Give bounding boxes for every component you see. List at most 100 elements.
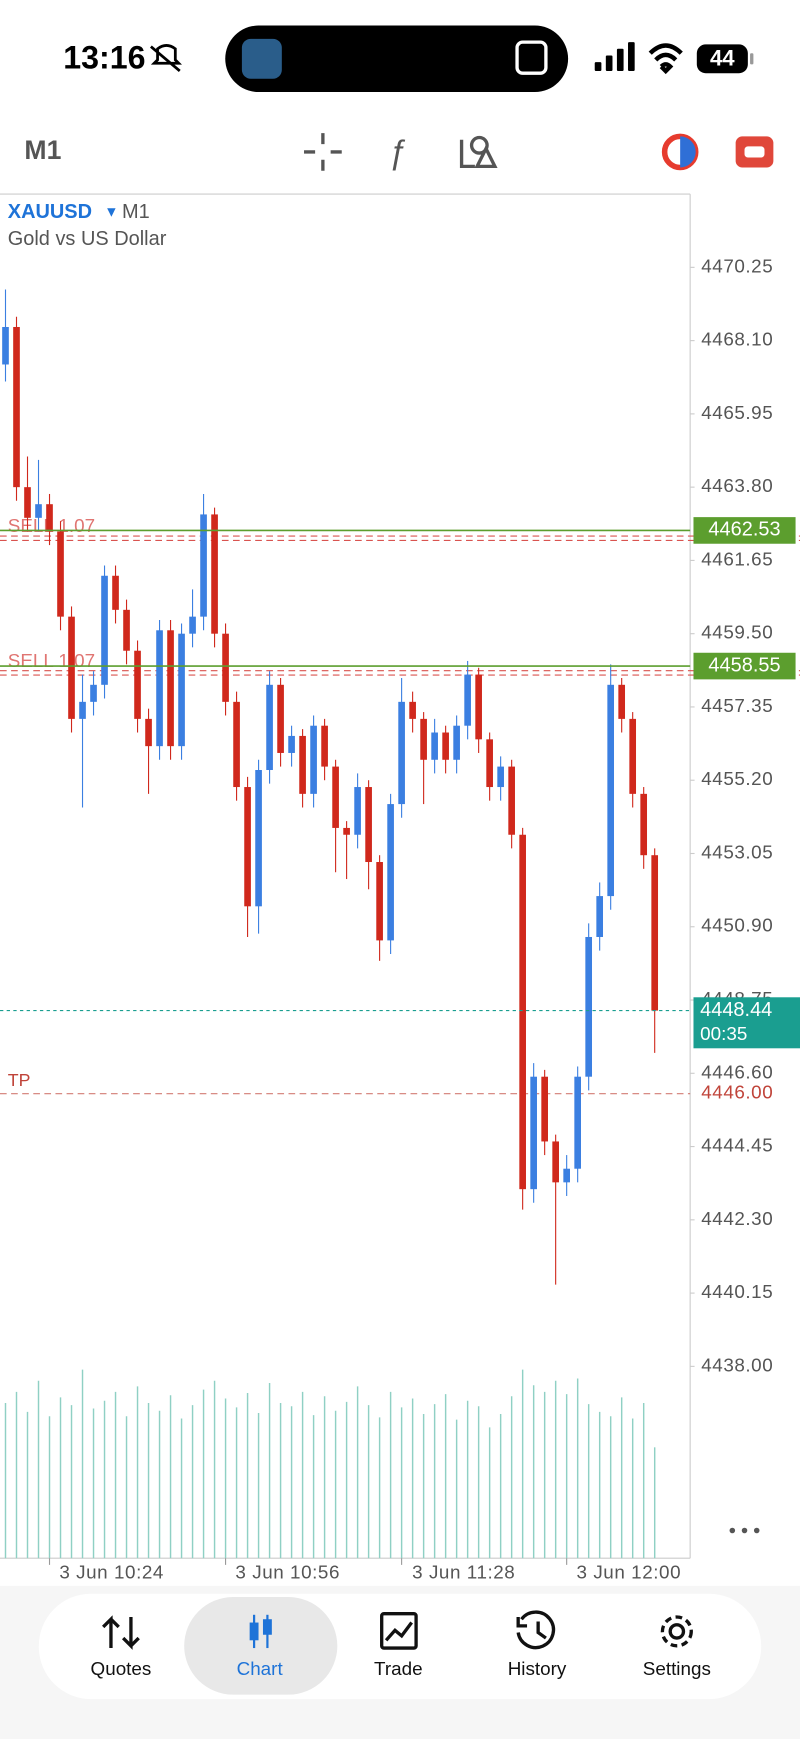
candle-body xyxy=(442,732,449,760)
crosshair-button[interactable] xyxy=(304,133,342,171)
dynamic-island xyxy=(225,25,569,93)
order-label: SELL 1.07 xyxy=(8,650,95,671)
candle-body xyxy=(277,684,284,753)
battery-level: 44 xyxy=(710,46,735,71)
candle-body xyxy=(596,896,604,937)
candle-body xyxy=(222,633,229,702)
candle-body xyxy=(530,1076,537,1190)
indicators-button[interactable]: ƒ xyxy=(388,134,407,172)
candle-body xyxy=(145,718,152,747)
more-button[interactable] xyxy=(729,1527,760,1534)
price-tag-bg xyxy=(693,652,796,680)
island-icon xyxy=(515,40,548,75)
symbol-dropdown[interactable]: ▼ xyxy=(104,205,118,221)
candle-body xyxy=(552,1141,559,1183)
candle-body xyxy=(607,684,615,897)
candle-body xyxy=(189,616,196,634)
chart-icon xyxy=(249,1614,272,1649)
candle-body xyxy=(101,575,108,685)
candle-body xyxy=(112,575,119,610)
y-tick-label: 4463.80 xyxy=(701,475,773,496)
candle-body xyxy=(431,732,438,760)
nav-label[interactable]: Settings xyxy=(643,1658,711,1679)
candle-body xyxy=(321,725,328,767)
candle-body xyxy=(57,531,64,617)
candle-body xyxy=(79,701,86,719)
x-tick-label: 3 Jun 11:28 xyxy=(412,1562,515,1583)
y-tick-label: 4446.60 xyxy=(701,1061,773,1082)
candle-body xyxy=(629,718,637,794)
settings-icon xyxy=(660,1615,693,1648)
one-click-button[interactable] xyxy=(661,133,699,171)
battery-tip xyxy=(750,53,754,65)
tp-label: TP xyxy=(8,1070,31,1090)
nav-label[interactable]: Quotes xyxy=(91,1658,152,1679)
wifi-icon xyxy=(648,43,683,75)
history-icon xyxy=(516,1610,556,1650)
candle-body xyxy=(2,326,9,365)
nav-label[interactable]: Trade xyxy=(374,1658,423,1679)
candle-body xyxy=(618,684,626,719)
y-tick-label: 4442.30 xyxy=(701,1208,773,1229)
candle-body xyxy=(233,701,240,788)
candle-body xyxy=(453,725,460,760)
y-tick-label: 4459.50 xyxy=(701,622,773,643)
candle-body xyxy=(178,633,185,747)
price-tag-bg xyxy=(693,517,796,544)
quotes-icon xyxy=(102,1615,140,1650)
candle-body xyxy=(288,735,295,753)
current-price: 4448.44 xyxy=(700,999,772,1021)
tp-tag: 4446.00 xyxy=(701,1082,773,1103)
candle-body xyxy=(387,804,394,941)
candle-body xyxy=(35,504,42,518)
candle-body xyxy=(574,1076,581,1169)
x-tick-label: 3 Jun 10:24 xyxy=(59,1562,164,1583)
candle-body xyxy=(266,684,273,771)
objects-button[interactable] xyxy=(459,135,498,169)
candle-body xyxy=(508,766,515,835)
symbol[interactable]: XAUUSD xyxy=(8,201,92,223)
chart-timeframe: M1 xyxy=(122,201,150,223)
price-tag: 4462.53 xyxy=(708,519,780,541)
candle-body xyxy=(398,701,405,805)
nav-label[interactable]: History xyxy=(508,1658,567,1679)
candle-body xyxy=(332,766,339,828)
plot: 4470.25 4468.10 4465.95 4463.80 4461.65 4459.… xyxy=(0,255,800,1583)
candle-body xyxy=(156,630,163,747)
y-tick-label: 4455.20 xyxy=(701,768,773,789)
x-tick-label: 3 Jun 12:00 xyxy=(576,1562,681,1583)
candle-body xyxy=(464,674,471,726)
candle-body xyxy=(585,936,593,1077)
nav-label[interactable]: Chart xyxy=(237,1658,284,1679)
y-tick-label: 4453.05 xyxy=(701,841,773,862)
y-tick-label: 4468.10 xyxy=(701,329,773,350)
candle-body xyxy=(420,718,427,760)
y-tick-label: 4440.15 xyxy=(701,1281,773,1302)
candle-body xyxy=(519,834,526,1190)
app-icon xyxy=(241,38,282,79)
candle-body xyxy=(24,487,31,518)
y-tick-label: 4438.00 xyxy=(701,1354,773,1375)
candle-body xyxy=(497,766,504,788)
trade-button[interactable] xyxy=(735,136,774,168)
candle-body xyxy=(354,787,361,835)
candle-body xyxy=(123,609,130,651)
clock: 13:16 xyxy=(63,39,145,75)
silent-icon xyxy=(150,44,182,73)
candle-body xyxy=(651,855,659,1011)
nav-active xyxy=(184,1597,338,1695)
candle-body xyxy=(46,504,53,532)
current-tag-bg xyxy=(693,997,800,1049)
candle-body xyxy=(13,326,20,488)
y-tick-label: 4461.65 xyxy=(701,548,773,569)
candle-body xyxy=(134,650,141,719)
candle-body xyxy=(343,827,350,835)
candle-body xyxy=(541,1076,548,1142)
y-tick-label: 4470.25 xyxy=(701,255,773,276)
candle-body xyxy=(486,739,493,788)
timeframe-button[interactable]: M1 xyxy=(24,135,61,165)
signal-icon xyxy=(594,42,635,71)
